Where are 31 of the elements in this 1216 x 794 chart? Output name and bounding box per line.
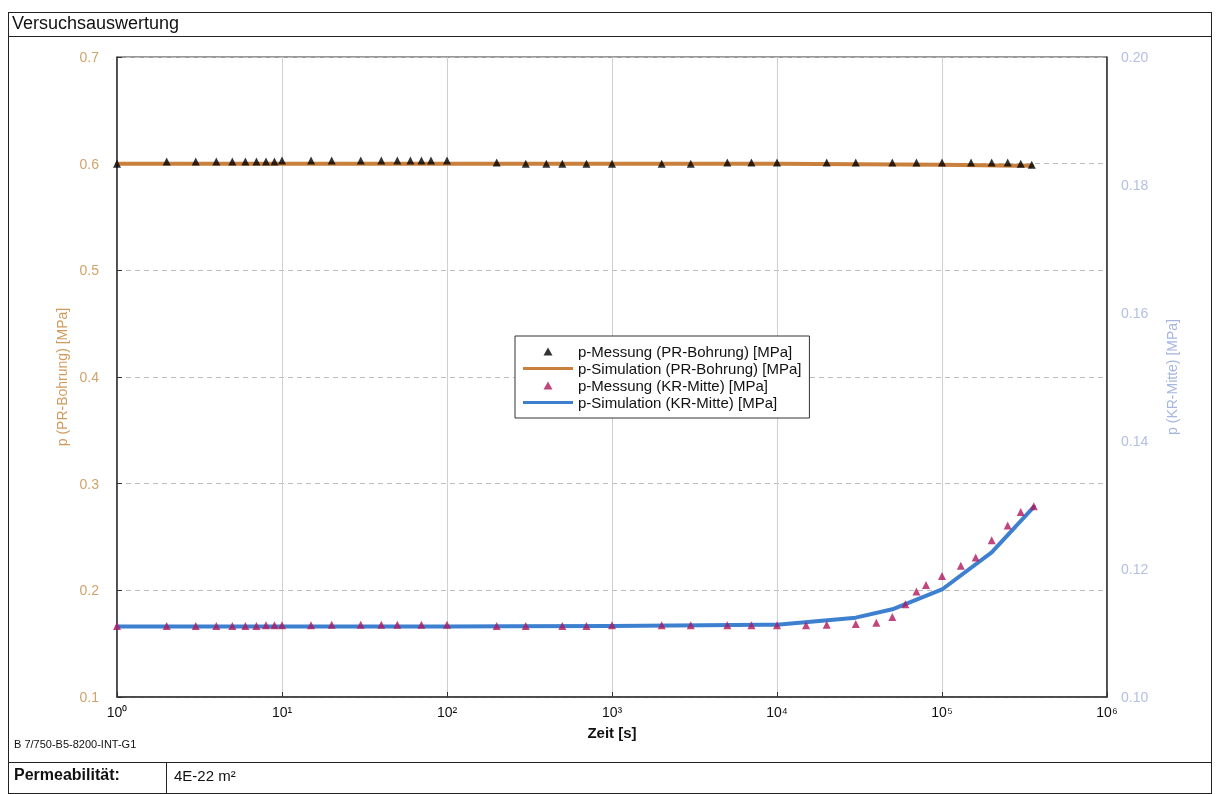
- y-tick-label: 0.1: [79, 689, 100, 705]
- text: 4E-22 m²: [174, 767, 236, 784]
- y2-tick-label: 0.20: [1121, 49, 1149, 65]
- x-tick-label: 10⁴: [766, 704, 788, 720]
- text: Permeabilität:: [14, 766, 120, 784]
- x-tick-label: 10⁵: [931, 704, 953, 720]
- x-tick-label: 10⁶: [1096, 704, 1118, 720]
- legend-label: p-Messung (PR-Bohrung) [MPa]: [578, 343, 793, 360]
- x-tick-label: 10¹: [271, 704, 293, 720]
- y-tick-label: 0.4: [79, 369, 100, 385]
- y2-tick-label: 0.14: [1121, 433, 1149, 449]
- chart-title: Versuchsauswertung: [12, 13, 180, 34]
- y2-axis-title: p (KR-Mitte) [MPa]: [1164, 319, 1180, 435]
- legend-label: p-Messung (KR-Mitte) [MPa]: [578, 377, 769, 394]
- y-tick-label: 0.3: [79, 475, 100, 492]
- y2-tick-label: 0.18: [1121, 177, 1149, 193]
- legend-label: p-Simulation (KR-Mitte) [MPa]: [578, 394, 778, 411]
- text: B 7/750-B5-8200-INT-G1: [14, 738, 137, 750]
- y-tick-label: 0.2: [79, 582, 100, 599]
- x-tick-label: 10²: [436, 704, 458, 720]
- x-tick-label: 10⁰: [106, 704, 128, 720]
- y-tick-label: 0.6: [79, 155, 100, 172]
- y-axis-title: p (PR-Bohrung) [MPa]: [53, 307, 70, 447]
- legend-label: p-Simulation (PR-Bohrung) [MPa]: [578, 360, 802, 377]
- y-tick-label: 0.5: [79, 262, 100, 279]
- y2-tick-label: 0.16: [1121, 305, 1149, 321]
- x-axis-title: Zeit [s]: [587, 724, 637, 741]
- y2-tick-label: 0.12: [1121, 561, 1149, 577]
- y2-tick-label: 0.10: [1121, 689, 1149, 705]
- y-tick-label: 0.7: [79, 49, 100, 65]
- x-tick-label: 10³: [601, 704, 623, 720]
